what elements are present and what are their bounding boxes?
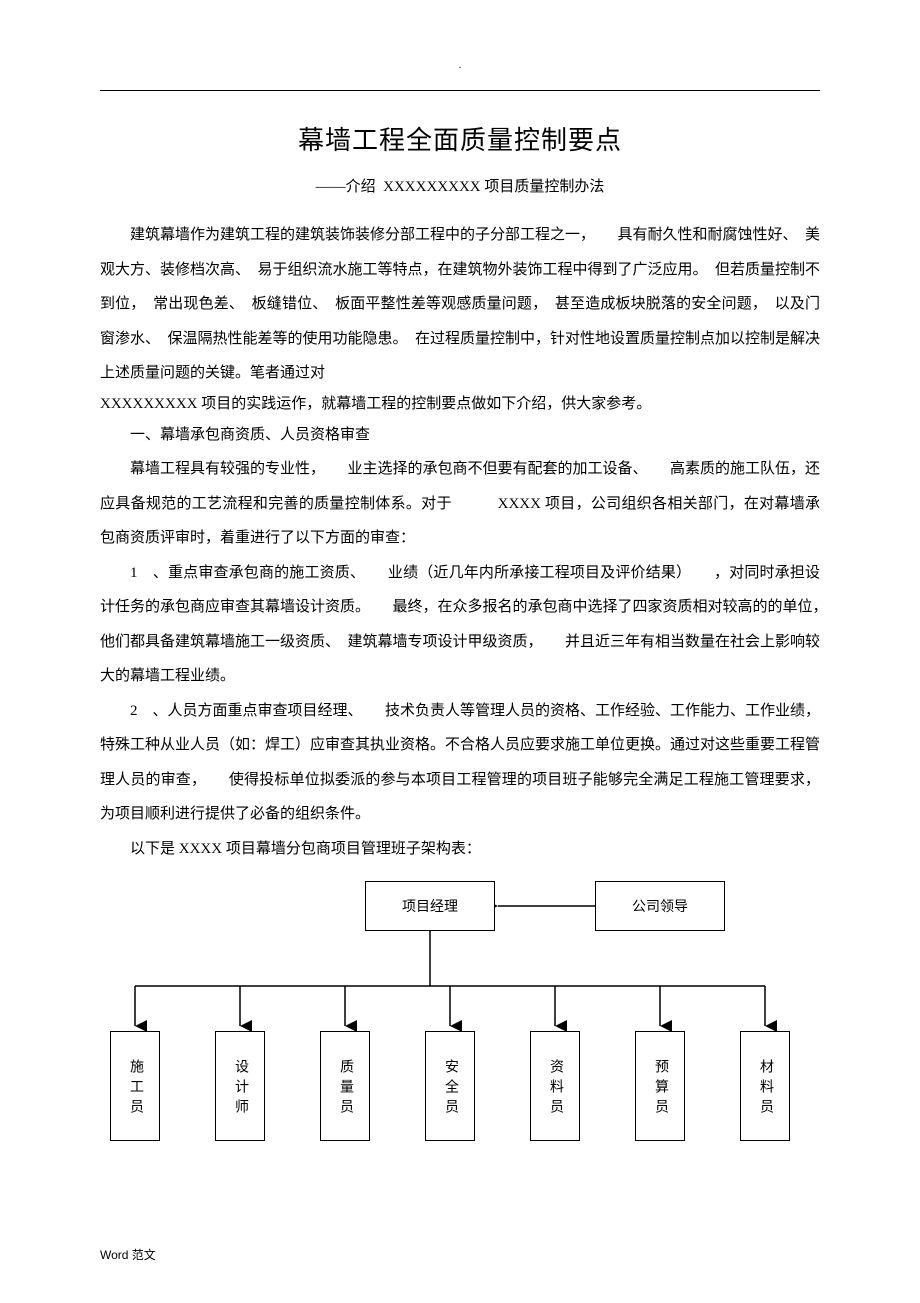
- org-node-leader: 公司领导: [595, 881, 725, 931]
- org-node-child-4: 资料员: [530, 1031, 580, 1141]
- header-rule: [100, 90, 820, 91]
- document-title: 幕墙工程全面质量控制要点: [100, 120, 820, 157]
- paragraph-2: 幕墙工程具有较强的专业性， 业主选择的承包商不但要有配套的加工设备、 高素质的施…: [100, 452, 820, 556]
- paragraph-4: 2 、人员方面重点审查项目经理、 技术负责人等管理人员的资格、工作经验、工作能力…: [100, 694, 820, 832]
- org-node-child-0: 施工员: [110, 1031, 160, 1141]
- org-node-child-2: 质量员: [320, 1031, 370, 1141]
- paragraph-intro-1b: XXXXXXXXX 项目的实践运作，就幕墙工程的控制要点做如下介绍，供大家参考。: [100, 391, 820, 418]
- org-node-child-5: 预算员: [635, 1031, 685, 1141]
- footer-text: Word 范文: [100, 1246, 156, 1263]
- header-dot: .: [459, 60, 462, 71]
- page: . 幕墙工程全面质量控制要点 ——介绍 XXXXXXXXX 项目质量控制办法 建…: [0, 0, 920, 1303]
- org-node-child-1: 设计师: [215, 1031, 265, 1141]
- org-node-pm: 项目经理: [365, 881, 495, 931]
- section-heading-1: 一、幕墙承包商资质、人员资格审查: [100, 418, 820, 453]
- paragraph-5: 以下是 XXXX 项目幕墙分包商项目管理班子架构表：: [100, 832, 820, 867]
- document-subtitle: ——介绍 XXXXXXXXX 项目质量控制办法: [100, 175, 820, 196]
- org-node-child-6: 材料员: [740, 1031, 790, 1141]
- content-area: 幕墙工程全面质量控制要点 ——介绍 XXXXXXXXX 项目质量控制办法 建筑幕…: [100, 120, 820, 1141]
- org-chart: 项目经理 公司领导 施工员 设计师 质量员 安全员 资料员 预算员 材料员: [100, 876, 820, 1141]
- org-node-child-3: 安全员: [425, 1031, 475, 1141]
- paragraph-3: 1 、重点审查承包商的施工资质、 业绩（近几年内所承接工程项目及评价结果） ，对…: [100, 556, 820, 694]
- paragraph-intro-1: 建筑幕墙作为建筑工程的建筑装饰装修分部工程中的子分部工程之一， 具有耐久性和耐腐…: [100, 218, 820, 391]
